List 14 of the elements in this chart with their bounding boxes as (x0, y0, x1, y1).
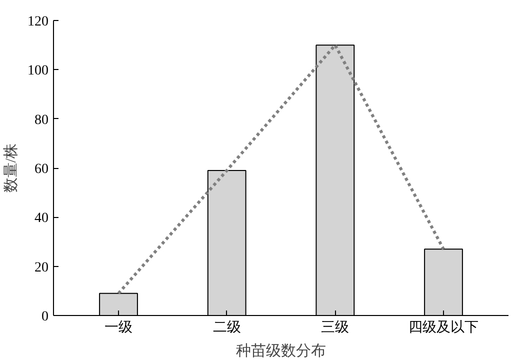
y-tick-label: 20 (34, 260, 48, 276)
y-tick-label: 40 (34, 211, 48, 226)
x-axis-title: 种苗级数分布 (236, 342, 326, 360)
y-tick-label: 0 (42, 310, 48, 324)
y-tick-label: 80 (34, 112, 48, 128)
x-tick-label: 二级 (212, 320, 241, 336)
y-tick-label: 120 (28, 14, 48, 30)
y-tick-label: 100 (28, 64, 48, 79)
y-axis-title: 数量/株 (2, 143, 20, 193)
x-tick-label: 一级 (104, 320, 132, 336)
x-tick-label: 四级及以下 (408, 320, 478, 336)
line-series (117, 44, 445, 295)
x-tick-label: 三级 (321, 320, 350, 336)
y-tick-label: 60 (34, 162, 48, 177)
